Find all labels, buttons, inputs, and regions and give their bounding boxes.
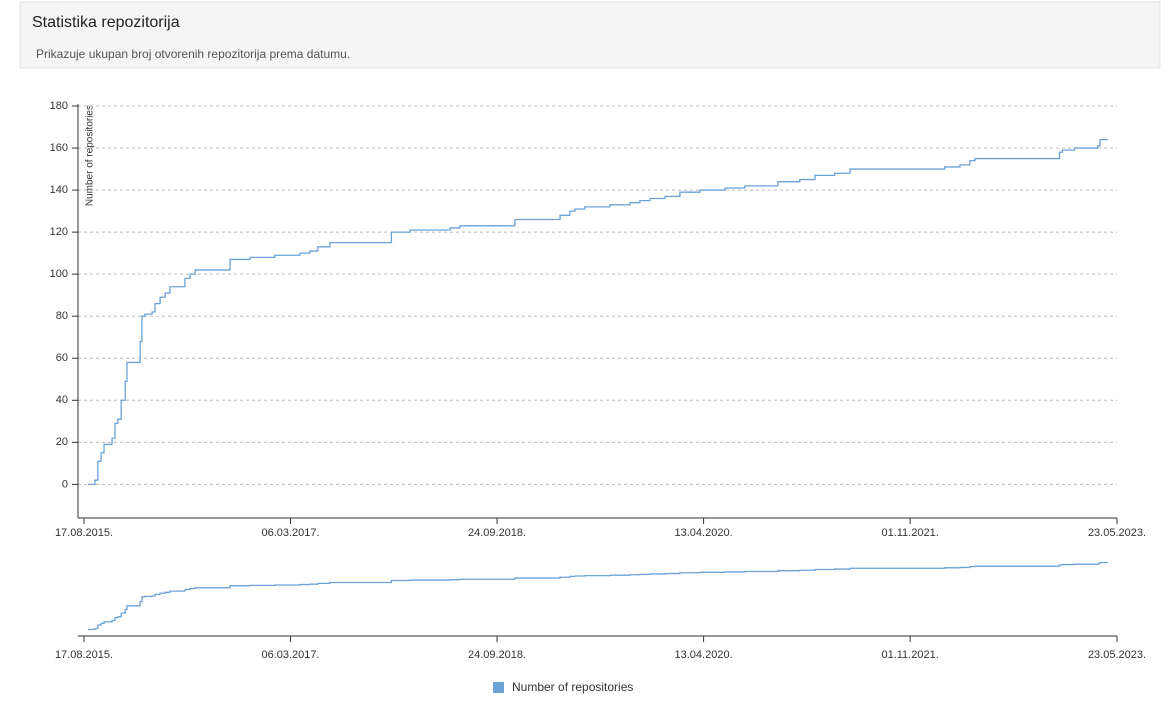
x-tick-label: 13.04.2020. [675, 649, 733, 661]
x-tick-label: 17.08.2015. [55, 527, 113, 539]
x-tick-label: 13.04.2020. [675, 527, 733, 539]
title: Statistika repozitorija [32, 14, 180, 31]
y-tick-label: 120 [50, 226, 68, 238]
x-tick-label: 01.11.2021. [881, 527, 938, 539]
x-tick-label: 01.11.2021. [881, 649, 938, 661]
x-tick-label: 06.03.2017. [261, 649, 319, 661]
y-tick-label: 140 [50, 184, 68, 196]
header-box [19, 1, 1161, 69]
x-tick-label: 24.09.2018. [468, 527, 526, 539]
x-tick-label: 23.05.2023. [1088, 649, 1146, 661]
y-tick-label: 40 [56, 394, 68, 406]
x-tick-label: 06.03.2017. [261, 527, 319, 539]
y-tick-label: 160 [50, 142, 68, 154]
x-tick-label: 17.08.2015. [55, 649, 113, 661]
x-tick-label: 23.05.2023. [1088, 527, 1146, 539]
y-tick-label: 60 [56, 352, 68, 364]
legend-swatch [493, 682, 504, 693]
data-line [88, 138, 1108, 486]
y-tick-label: 100 [50, 268, 68, 280]
legend-label: Number of repositories [512, 680, 633, 694]
y-tick-label: 80 [56, 310, 68, 322]
y-axis-label: Number of repositories [85, 105, 96, 206]
x-tick-label: 24.09.2018. [468, 649, 526, 661]
subtitle: Prikazuje ukupan broj otvorenih repozito… [36, 47, 350, 61]
y-tick-label: 0 [62, 478, 68, 490]
y-tick-label: 20 [56, 436, 68, 448]
y-tick-label: 180 [50, 100, 68, 112]
navigator-line [88, 561, 1108, 631]
